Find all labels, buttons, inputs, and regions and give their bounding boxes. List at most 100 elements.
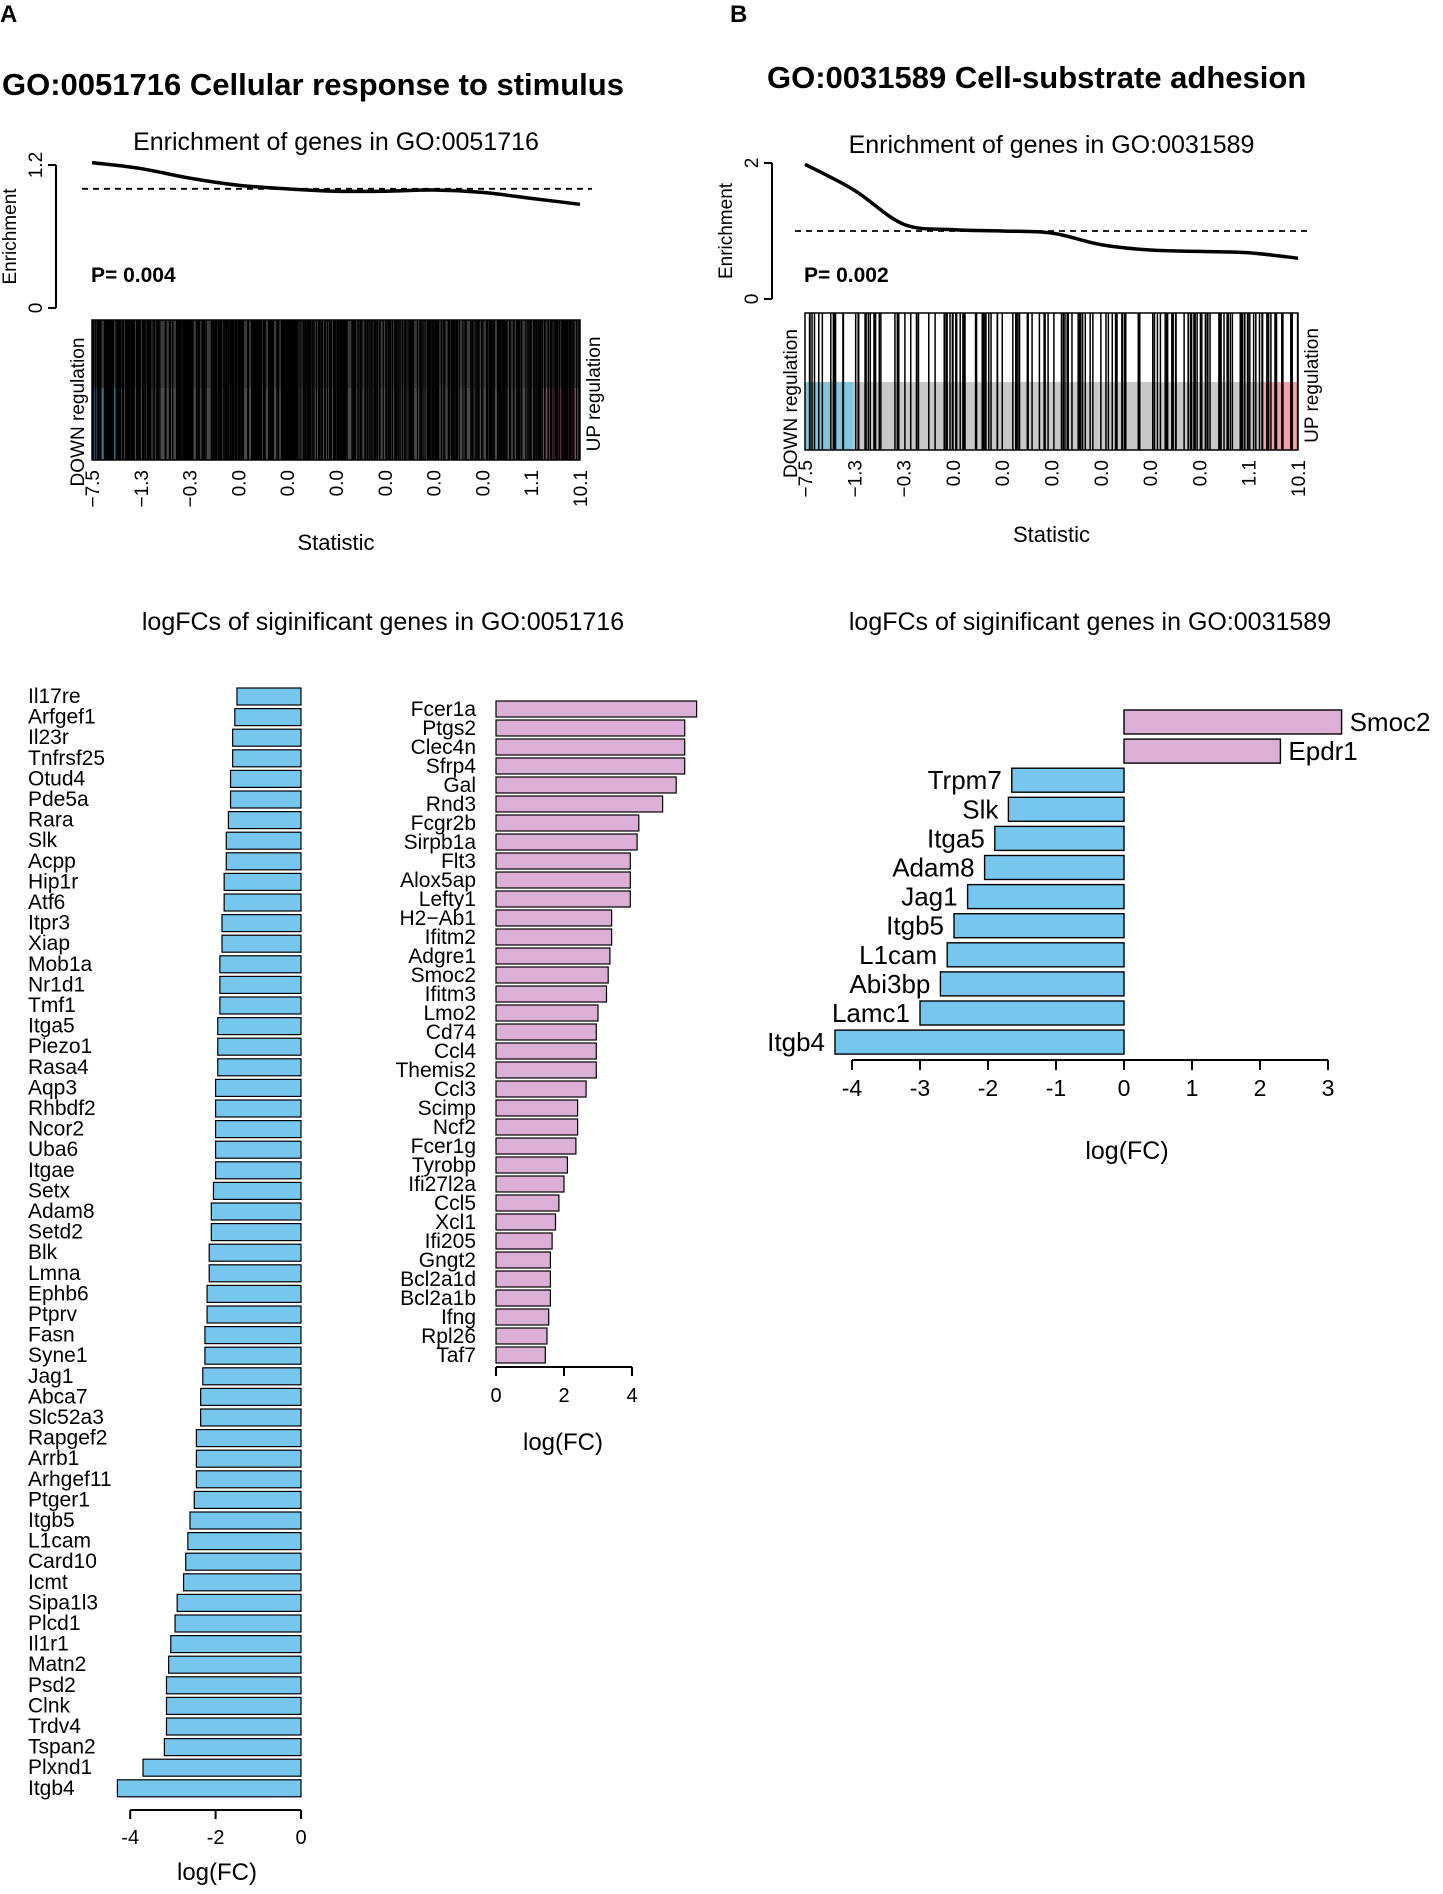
x-tick-label: -2 [978, 1075, 998, 1101]
barcode-lines [91, 320, 580, 460]
up-gene-label: Smoc2 [411, 964, 476, 987]
down-gene-label: Itga5 [28, 1015, 75, 1038]
down-gene-label: Ptprv [28, 1303, 78, 1326]
down-shade [805, 382, 853, 450]
up-bar [495, 985, 608, 1003]
panel-a-heading: GO:0051716 Cellular response to stimulus [2, 67, 624, 102]
down-gene-label: Arfgef1 [28, 706, 96, 729]
up-bar [495, 1004, 599, 1022]
down-gene-label: Piezo1 [28, 1035, 92, 1058]
x-tick-label: 0.0 [376, 470, 397, 496]
down-bar [919, 1000, 1125, 1026]
down-bar [225, 831, 302, 850]
down-bar [223, 872, 302, 892]
up-gene-label: Scimp [418, 1097, 476, 1120]
down-bar [215, 1161, 302, 1180]
up-bar [495, 1308, 550, 1326]
down-bar [221, 913, 302, 933]
x-tick-label: 2 [1254, 1075, 1267, 1101]
up-bar [495, 814, 640, 832]
x-tick-label: 0.0 [944, 460, 965, 486]
up-gene-label: Adgre1 [408, 945, 476, 968]
down-bar [225, 852, 302, 871]
up-gene-label: H2−Ab1 [400, 907, 476, 930]
up-gene-label: Xcl1 [435, 1211, 476, 1234]
gene-label: Itgb4 [767, 1027, 825, 1057]
up-bar [495, 833, 638, 851]
down-bar [208, 1264, 302, 1283]
up-bar [495, 871, 631, 889]
up-gene-label: Sfrp4 [426, 755, 477, 778]
down-bar [195, 1470, 302, 1489]
up-gene-label: Ccl4 [434, 1040, 476, 1063]
up-gene-label: Taf7 [436, 1344, 476, 1367]
down-gene-label: Plxnd1 [28, 1756, 92, 1779]
gene-label: Itgb5 [886, 911, 944, 941]
down-bar [236, 687, 302, 706]
down-gene-label: Aqp3 [28, 1076, 77, 1099]
down-bar [187, 1531, 302, 1551]
enrichment-curve [804, 162, 1299, 260]
up-gene-label: Ccl5 [434, 1192, 476, 1215]
x-tick-label: 3 [1322, 1075, 1335, 1101]
p-value: P= 0.002 [804, 264, 889, 287]
barcode-lines [808, 313, 1299, 450]
down-bar [217, 1037, 302, 1056]
down-gene-label: Rhbdf2 [28, 1097, 96, 1120]
up-gene-label: Flt3 [441, 850, 476, 873]
down-gene-label: Ptger1 [28, 1488, 90, 1511]
up-gene-label: Gal [443, 774, 476, 797]
down-gene-label: Blk [28, 1241, 58, 1264]
down-gene-label: Icmt [28, 1571, 68, 1594]
x-tick-label: -3 [910, 1075, 930, 1101]
x-tick-label: 0 [295, 1827, 306, 1849]
down-bar [229, 769, 302, 789]
up-gene-label: Ifitm3 [425, 983, 476, 1006]
down-gene-label: L1cam [28, 1530, 91, 1553]
up-gene-label: Ncf2 [433, 1116, 476, 1139]
down-bar [219, 996, 302, 1015]
down-bar [204, 1325, 302, 1345]
up-bar [495, 1156, 569, 1174]
down-bar [234, 707, 302, 727]
up-gene-label: Fcgr2b [411, 812, 476, 835]
x-tick-label: 0 [1118, 1075, 1131, 1101]
x-tick-label: 0.0 [229, 470, 250, 496]
up-gene-label: Ifng [441, 1306, 476, 1329]
down-bar [1011, 767, 1125, 793]
x-axis-label-down: log(FC) [177, 1859, 257, 1886]
down-bar [142, 1758, 302, 1777]
down-bar [229, 790, 302, 809]
down-gene-label: Tnfrsf25 [28, 747, 105, 770]
down-bar [176, 1593, 302, 1613]
up-bar [495, 909, 613, 927]
up-bar [495, 1137, 577, 1155]
y-tick-label: 1.2 [26, 152, 47, 178]
down-bar [994, 825, 1125, 852]
down-gene-label: Plcd1 [28, 1612, 81, 1635]
down-gene-label: Itgb4 [28, 1777, 75, 1800]
gene-label: Adam8 [892, 853, 974, 883]
up-gene-label: Rnd3 [426, 793, 476, 816]
barcode-frame [91, 319, 581, 461]
down-gene-label: Arrb1 [28, 1447, 79, 1470]
down-bar [834, 1029, 1125, 1055]
y-axis-label: Enrichment [716, 182, 737, 279]
down-bar [215, 1078, 302, 1098]
gene-label: Lamc1 [832, 998, 910, 1028]
down-gene-label: Slk [28, 829, 58, 852]
x-tick-label: −0.3 [895, 460, 916, 498]
x-tick-label: 1 [1186, 1075, 1199, 1101]
down-bar [204, 1346, 302, 1365]
down-bar [223, 893, 302, 912]
gene-label: Smoc2 [1350, 707, 1431, 737]
gene-label: Jag1 [901, 882, 957, 912]
down-gene-label: Lmna [28, 1262, 81, 1285]
down-gene-label: Rasa4 [28, 1056, 89, 1079]
down-gene-label: Tspan2 [28, 1736, 96, 1759]
up-gene-label: Ptgs2 [422, 717, 476, 740]
down-bar [189, 1511, 302, 1530]
x-tick-label: −7.5 [796, 460, 817, 498]
enrichment-title: Enrichment of genes in GO:0031589 [849, 131, 1255, 159]
down-gene-label: Card10 [28, 1550, 97, 1573]
